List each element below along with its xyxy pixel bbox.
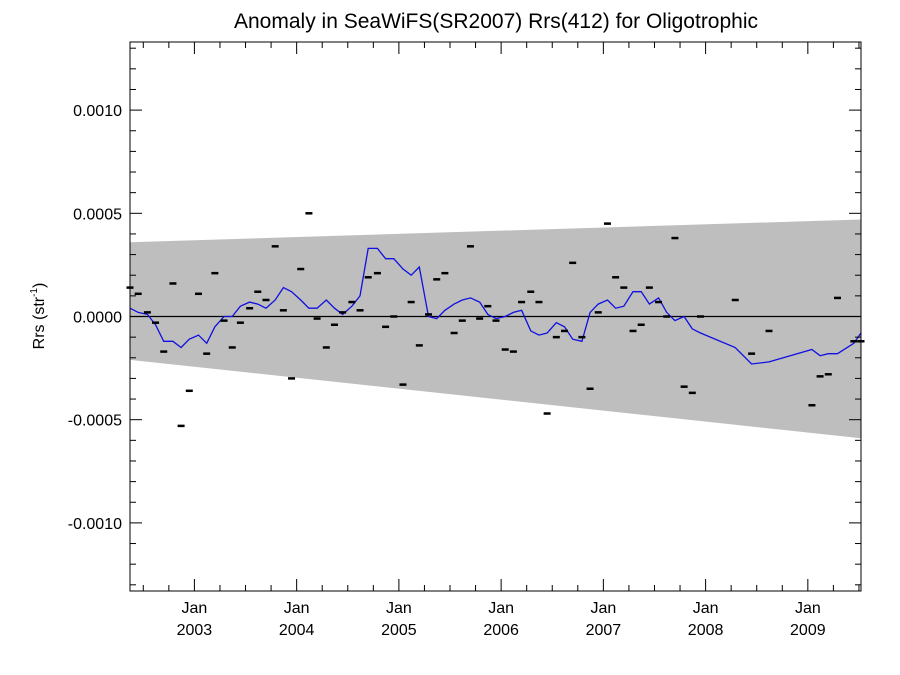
confidence-band bbox=[130, 219, 861, 439]
x-tick-month: Jan bbox=[590, 600, 616, 617]
x-tick-month: Jan bbox=[795, 600, 821, 617]
y-tick-label: -0.0010 bbox=[68, 516, 122, 533]
y-axis-label-base: Rrs (str bbox=[31, 296, 48, 349]
x-tick-year: 2005 bbox=[381, 622, 417, 639]
chart-title: Anomaly in SeaWiFS(SR2007) Rrs(412) for … bbox=[234, 10, 758, 33]
y-axis-label: Rrs (str-1) bbox=[29, 283, 48, 350]
x-tick-month: Jan bbox=[488, 600, 514, 617]
y-tick-label: 0.0010 bbox=[73, 103, 122, 120]
x-tick-month: Jan bbox=[693, 600, 719, 617]
x-tick-month: Jan bbox=[284, 600, 310, 617]
x-tick-year: 2004 bbox=[279, 622, 315, 639]
series-line-smoothed bbox=[129, 247, 862, 365]
x-tick-year: 2003 bbox=[177, 622, 213, 639]
x-tick-year: 2009 bbox=[790, 622, 826, 639]
y-tick-label: -0.0005 bbox=[68, 413, 122, 430]
x-tick-year: 2006 bbox=[483, 622, 519, 639]
x-tick-year: 2007 bbox=[586, 622, 622, 639]
x-tick-month: Jan bbox=[386, 600, 412, 617]
y-axis-label-close: ) bbox=[31, 283, 48, 288]
x-tick-year: 2008 bbox=[688, 622, 724, 639]
x-tick-month: Jan bbox=[182, 600, 208, 617]
y-tick-label: 0.0005 bbox=[73, 206, 122, 223]
y-tick-label: 0.0000 bbox=[73, 310, 122, 327]
y-axis-label-sup: -1 bbox=[29, 288, 40, 297]
